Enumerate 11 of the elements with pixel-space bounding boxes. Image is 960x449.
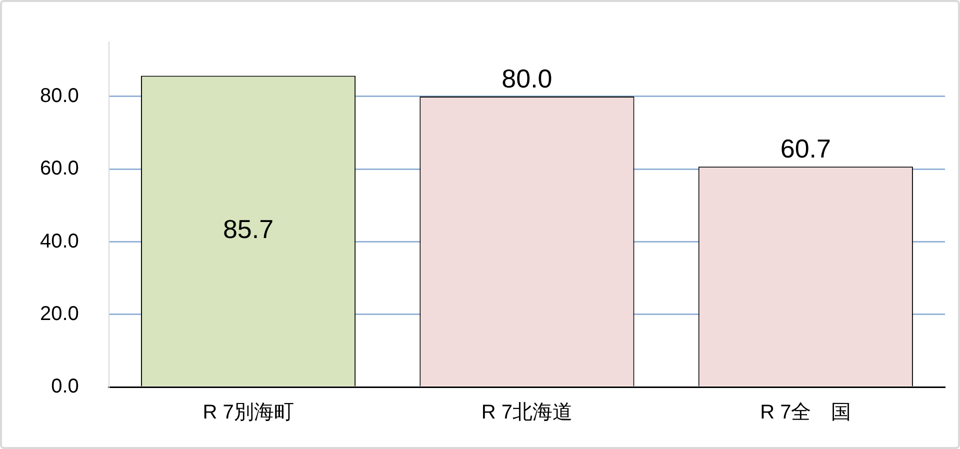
data-label: 60.7: [780, 134, 831, 164]
x-tick-label: R 7全 国: [760, 402, 852, 424]
data-label: 85.7: [222, 214, 274, 244]
x-tick-label: R 7北海道: [481, 402, 573, 424]
data-label: 80.0: [502, 64, 552, 94]
x-tick-label: R 7別海町: [202, 402, 294, 424]
y-tick-label: 40.0: [40, 230, 79, 252]
y-tick-label: 0.0: [51, 376, 79, 398]
y-tick-label: 60.0: [40, 158, 79, 180]
y-tick-label: 80.0: [40, 84, 79, 107]
y-tick-label: 20.0: [40, 302, 79, 325]
